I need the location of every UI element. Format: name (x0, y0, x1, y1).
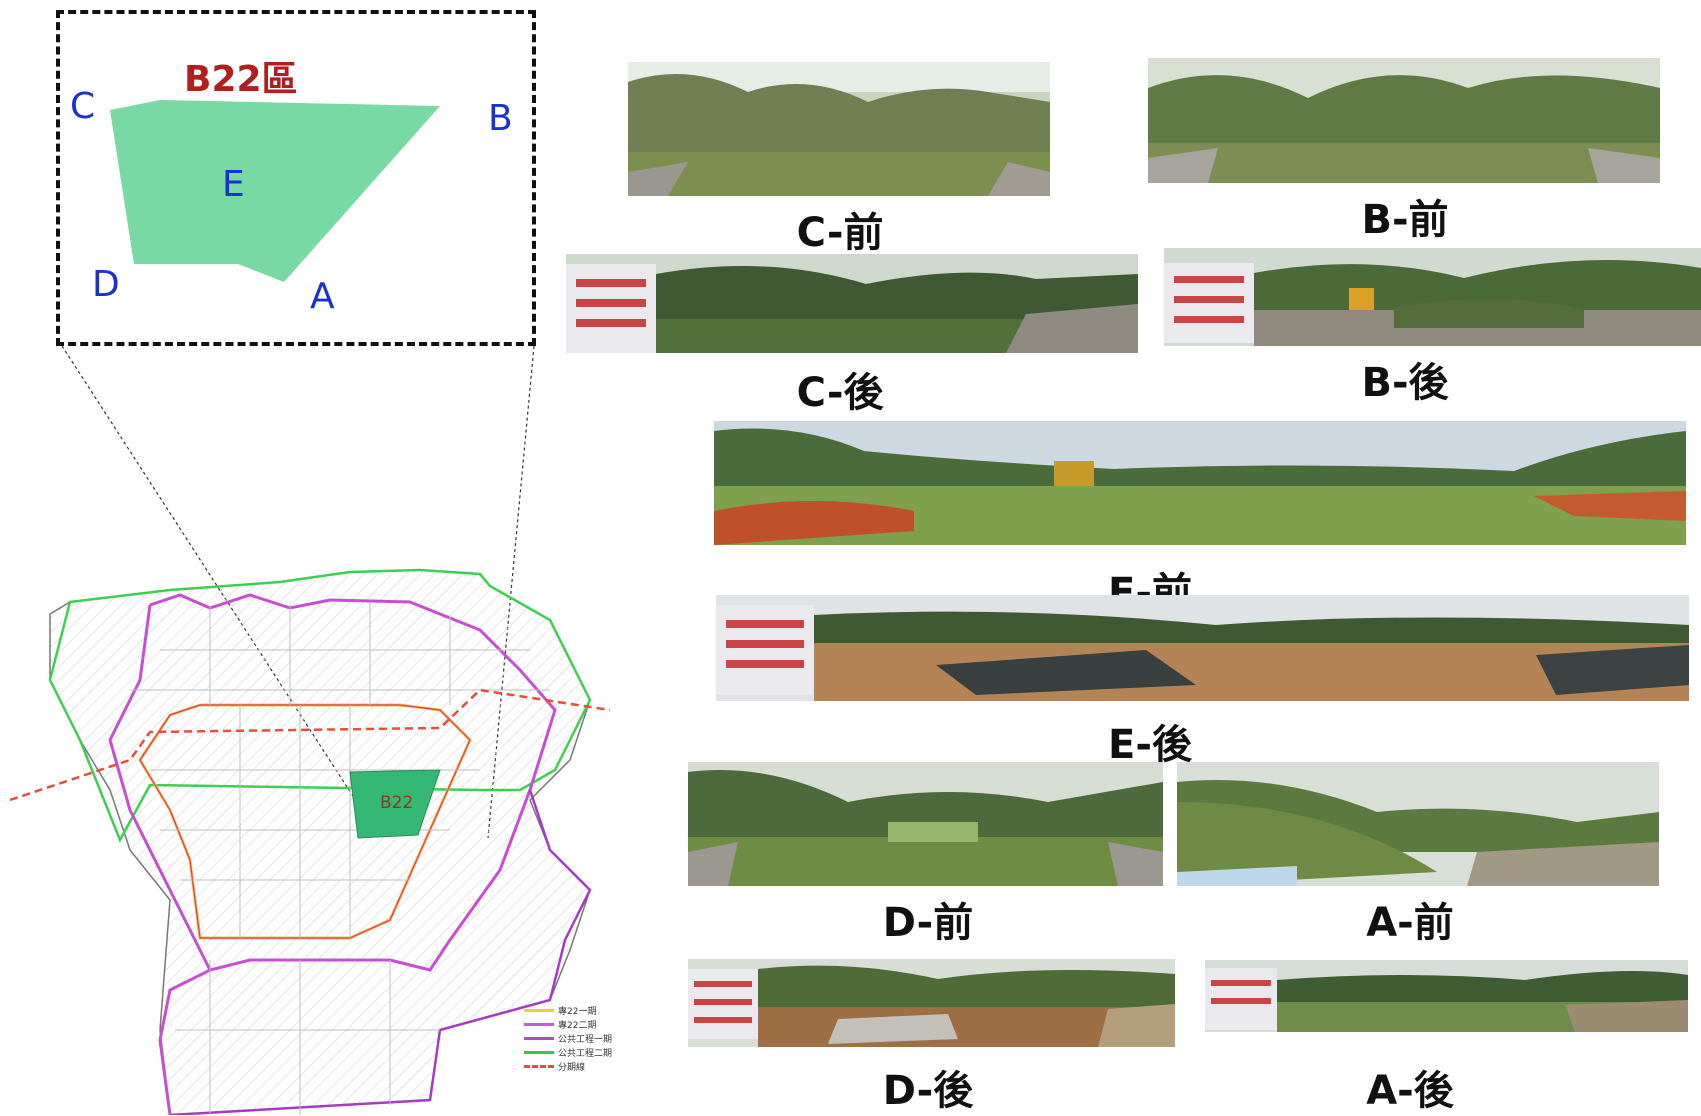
inset-detail-box: B22區 C B E D A (56, 10, 536, 346)
b22-parcel-label: B22 (380, 793, 413, 813)
legend-label: 公共工程一期 (558, 1035, 613, 1045)
inset-title: B22區 (184, 59, 298, 100)
legend-row: 專22一期 (524, 1004, 596, 1017)
photo-d-after (688, 959, 1175, 1047)
corner-label-b: B (488, 98, 513, 139)
caption-a-after: A-後 (1366, 1068, 1454, 1114)
caption-c-before: C-前 (796, 210, 884, 256)
photo-d-before (688, 762, 1163, 886)
photo-b-after (1164, 248, 1701, 346)
legend-row: 專22二期 (524, 1018, 596, 1031)
photo-c-after (566, 254, 1138, 353)
photo-a-before (1177, 762, 1659, 886)
legend-row: 分期線 (524, 1060, 585, 1073)
legend-label: 專22一期 (558, 1007, 597, 1017)
corner-label-a: A (310, 276, 335, 317)
legend-swatch-2 (524, 1023, 554, 1026)
photo-e-before (714, 421, 1686, 545)
corner-label-e: E (222, 164, 245, 205)
caption-d-after: D-後 (882, 1068, 974, 1114)
corner-label-c: C (70, 86, 96, 127)
photo-b-before (1148, 58, 1660, 183)
caption-e-after: E-後 (1108, 722, 1192, 768)
photo-e-after (716, 595, 1689, 701)
legend-row: 公共工程一期 (524, 1032, 612, 1045)
legend-swatch-5 (524, 1065, 554, 1068)
caption-b-after: B-後 (1361, 360, 1449, 406)
legend-label: 專22二期 (558, 1021, 597, 1031)
photo-c-before (628, 62, 1050, 196)
legend-row: 公共工程二期 (524, 1046, 612, 1059)
legend-swatch-4 (524, 1051, 554, 1054)
legend-label: 公共工程二期 (558, 1049, 613, 1059)
corner-label-d: D (92, 264, 120, 305)
caption-b-before: B-前 (1361, 197, 1449, 243)
legend-label: 分期線 (558, 1063, 586, 1073)
photo-a-after (1205, 960, 1688, 1032)
caption-d-before: D-前 (882, 900, 974, 946)
site-plan-legend: 專22一期 專22二期 公共工程一期 公共工程二期 分期線 (524, 1004, 674, 1104)
parcel-shape (110, 100, 440, 282)
caption-a-before: A-前 (1366, 900, 1454, 946)
b22-parcel (349, 769, 441, 839)
legend-swatch-3 (524, 1037, 554, 1040)
legend-swatch-1 (524, 1009, 554, 1012)
caption-c-after: C-後 (796, 370, 884, 416)
site-plan-map: B22 (10, 568, 611, 1115)
